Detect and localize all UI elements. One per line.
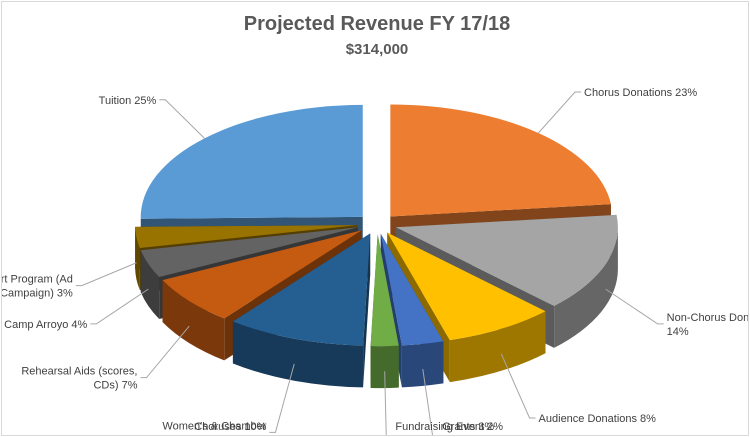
leader-line bbox=[75, 262, 137, 287]
slice-label-non-chorus-donations: Non-Chorus Donations14% bbox=[667, 312, 748, 338]
pie-slices bbox=[135, 104, 618, 389]
leader-line bbox=[269, 363, 295, 433]
slice-label-rehearsal-aids-scores-cds: Rehearsal Aids (scores, CDs) 7% bbox=[21, 366, 137, 392]
slice-label-tuition: Tuition 25% bbox=[99, 95, 157, 107]
leader-line bbox=[500, 353, 536, 419]
slice-label-women-s-chamber-choruses: Women's & ChamberChoruses 10% bbox=[162, 420, 266, 433]
leader-line bbox=[90, 288, 149, 325]
pie-slice-top-camp-arroyo bbox=[140, 227, 359, 278]
pie-slice-top-audience-donations bbox=[387, 232, 546, 341]
slice-label-grants: Grants 3% bbox=[442, 421, 494, 433]
slice-labels: Chorus Donations 23% Non-Chorus Donations… bbox=[2, 87, 748, 435]
pie-slice-top-concert-program-ad-campaign bbox=[135, 225, 358, 249]
leader-line bbox=[422, 369, 433, 435]
slice-label-chorus-donations: Chorus Donations 23% bbox=[584, 87, 697, 99]
leader-line bbox=[537, 91, 582, 134]
pie-slice-top-women-s-chamber-choruses bbox=[232, 233, 371, 346]
pie-slice-top-non-chorus-donations bbox=[395, 214, 618, 306]
pie-slice-top-rehearsal-aids-scores-cds bbox=[162, 230, 362, 319]
pie-slice-top-grants bbox=[380, 233, 444, 346]
chart-subtitle: $314,000 bbox=[346, 41, 409, 58]
leader-line bbox=[605, 288, 664, 325]
leader-line bbox=[384, 371, 387, 435]
slice-label-fundraising-event: Fundraising Event 2% bbox=[395, 421, 503, 433]
pie-slice-top-fundraising-event bbox=[370, 234, 399, 347]
pie-slice-top-tuition bbox=[140, 104, 363, 219]
slice-label-camp-arroyo: Camp Arroyo 4% bbox=[4, 319, 87, 331]
chart-title: Projected Revenue FY 17/18 bbox=[244, 13, 510, 35]
leader-line bbox=[159, 99, 205, 139]
leader-line bbox=[140, 325, 190, 379]
slice-label-audience-donations: Audience Donations 8% bbox=[539, 413, 657, 425]
pie-slice-top-chorus-donations bbox=[390, 104, 611, 217]
